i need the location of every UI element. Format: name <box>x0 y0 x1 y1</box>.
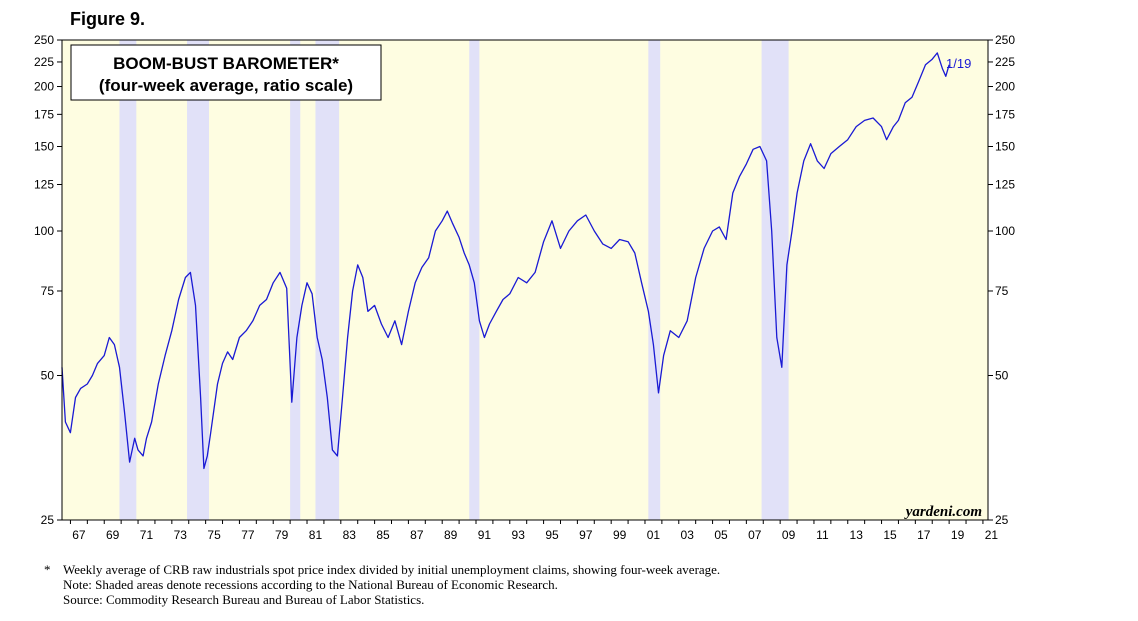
x-tick-label-73: 73 <box>174 528 188 542</box>
x-tick-label-75: 75 <box>207 528 221 542</box>
x-tick-label-85: 85 <box>376 528 390 542</box>
footnote-source: Source: Commodity Research Bureau and Bu… <box>63 592 425 607</box>
x-tick-label-81: 81 <box>309 528 323 542</box>
y-tick-label-right-125: 125 <box>995 177 1015 191</box>
x-tick-label-19: 19 <box>951 528 965 542</box>
plot-background <box>62 40 988 520</box>
x-tick-label-77: 77 <box>241 528 255 542</box>
watermark: yardeni.com <box>904 504 982 520</box>
y-tick-label-right-225: 225 <box>995 55 1015 69</box>
series-layer <box>61 52 950 470</box>
title-box <box>70 44 382 101</box>
x-tick-label-87: 87 <box>410 528 424 542</box>
y-tick-label-right-250: 250 <box>995 33 1015 47</box>
y-tick-label-left-25: 25 <box>41 513 55 527</box>
recession-band-3 <box>290 40 301 520</box>
recession-band-6 <box>648 40 661 520</box>
recession-band-5 <box>469 40 480 520</box>
x-tick-label-03: 03 <box>681 528 695 542</box>
footnote-definition: Weekly average of CRB raw industrials sp… <box>63 562 721 577</box>
x-tick-label-09: 09 <box>782 528 796 542</box>
x-tick-label-67: 67 <box>72 528 86 542</box>
y-tick-label-left-125: 125 <box>34 177 54 191</box>
x-tick-label-05: 05 <box>714 528 728 542</box>
x-tick-label-93: 93 <box>512 528 526 542</box>
x-tick-label-71: 71 <box>140 528 154 542</box>
x-tick-label-99: 99 <box>613 528 627 542</box>
y-tick-label-right-50: 50 <box>995 369 1009 383</box>
y-tick-label-right-175: 175 <box>995 107 1015 121</box>
x-tick-label-97: 97 <box>579 528 593 542</box>
x-tick-label-01: 01 <box>647 528 661 542</box>
x-tick-label-17: 17 <box>917 528 931 542</box>
y-tick-label-left-100: 100 <box>34 224 54 238</box>
recession-band-4 <box>315 40 340 520</box>
y-tick-label-left-50: 50 <box>41 369 55 383</box>
x-tick-label-15: 15 <box>883 528 897 542</box>
x-tick-label-95: 95 <box>545 528 559 542</box>
y-tick-label-right-150: 150 <box>995 139 1015 153</box>
recession-bands <box>119 40 789 520</box>
y-tick-label-right-100: 100 <box>995 224 1015 238</box>
x-tick-label-69: 69 <box>106 528 120 542</box>
y-tick-label-right-75: 75 <box>995 284 1009 298</box>
chart-title: BOOM-BUST BAROMETER* <box>113 54 339 73</box>
chart-subtitle: (four-week average, ratio scale) <box>99 76 353 95</box>
figure-label: Figure 9. <box>70 9 146 29</box>
y-tick-label-left-200: 200 <box>34 80 54 94</box>
y-tick-label-left-150: 150 <box>34 139 54 153</box>
footnote-marker: * <box>44 562 51 577</box>
recession-band-2 <box>187 40 210 520</box>
y-tick-label-right-25: 25 <box>995 513 1009 527</box>
x-tick-label-89: 89 <box>444 528 458 542</box>
footnote-recession-note: Note: Shaded areas denote recessions acc… <box>63 577 558 592</box>
y-tick-label-left-75: 75 <box>41 284 55 298</box>
y-tick-label-left-225: 225 <box>34 55 54 69</box>
x-tick-label-83: 83 <box>343 528 357 542</box>
x-tick-label-11: 11 <box>816 528 829 542</box>
x-tick-label-91: 91 <box>478 528 492 542</box>
y-tick-label-right-200: 200 <box>995 80 1015 94</box>
y-tick-label-left-250: 250 <box>34 33 54 47</box>
x-tick-label-21: 21 <box>985 528 999 542</box>
series-line-1 <box>61 52 950 470</box>
x-tick-label-13: 13 <box>850 528 864 542</box>
latest-date-annotation: 1/19 <box>946 56 971 71</box>
x-tick-label-79: 79 <box>275 528 289 542</box>
plot-frame <box>61 39 989 521</box>
x-tick-label-07: 07 <box>748 528 762 542</box>
y-tick-label-left-175: 175 <box>34 107 54 121</box>
recession-band-7 <box>761 40 789 520</box>
